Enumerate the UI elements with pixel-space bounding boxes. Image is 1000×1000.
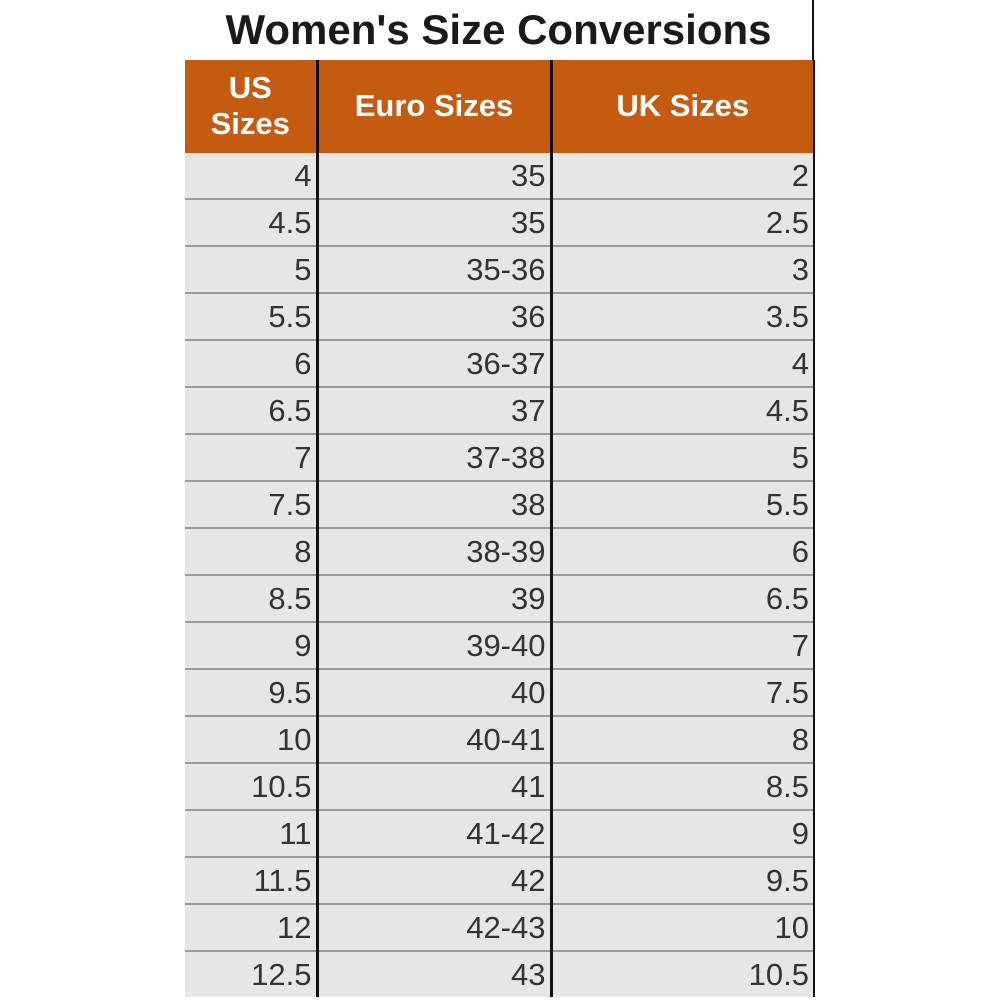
size-table: US Sizes Euro Sizes UK Sizes 4 35 2 4.5 35 2.…: [185, 60, 815, 997]
uk-size-cell: 4: [549, 339, 815, 387]
chart-title: Women's Size Conversions: [185, 0, 814, 60]
us-size-cell: 11.5: [185, 856, 317, 904]
table-row: 9.5 40 7.5: [185, 668, 815, 716]
euro-size-cell: 41: [315, 762, 551, 810]
euro-size-cell: 35: [315, 198, 551, 246]
table-row: 10.5 41 8.5: [185, 762, 815, 810]
size-chart: Women's Size Conversions US Sizes Euro S…: [185, 0, 815, 1000]
uk-size-cell: 10.5: [549, 950, 815, 997]
table-row: 4.5 35 2.5: [185, 198, 815, 246]
us-size-cell: 7: [185, 433, 317, 481]
table-row: 12 42-43 10: [185, 903, 815, 951]
us-size-cell: 12: [185, 903, 317, 951]
header-uk-sizes: UK Sizes: [549, 60, 815, 153]
uk-size-cell: 2: [549, 152, 815, 199]
euro-size-cell: 42-43: [315, 903, 551, 951]
table-row: 7.5 38 5.5: [185, 480, 815, 528]
us-size-cell: 5: [185, 245, 317, 293]
uk-size-cell: 4.5: [549, 386, 815, 434]
table-row: 4 35 2: [185, 152, 815, 199]
euro-size-cell: 42: [315, 856, 551, 904]
euro-size-cell: 36: [315, 292, 551, 340]
table-row: 5 35-36 3: [185, 245, 815, 293]
uk-size-cell: 7.5: [549, 668, 815, 716]
table-row: 10 40-41 8: [185, 715, 815, 763]
uk-size-cell: 6.5: [549, 574, 815, 622]
euro-size-cell: 37-38: [315, 433, 551, 481]
us-size-cell: 4: [185, 152, 317, 199]
uk-size-cell: 8.5: [549, 762, 815, 810]
euro-size-cell: 41-42: [315, 809, 551, 857]
table-row: 12.5 43 10.5: [185, 950, 815, 997]
uk-size-cell: 3: [549, 245, 815, 293]
uk-size-cell: 5.5: [549, 480, 815, 528]
us-size-cell: 4.5: [185, 198, 317, 246]
table-row: 8.5 39 6.5: [185, 574, 815, 622]
table-row: 9 39-40 7: [185, 621, 815, 669]
table-row: 6.5 37 4.5: [185, 386, 815, 434]
table-row: 5.5 36 3.5: [185, 292, 815, 340]
us-size-cell: 11: [185, 809, 317, 857]
us-size-cell: 10.5: [185, 762, 317, 810]
euro-size-cell: 38-39: [315, 527, 551, 575]
euro-size-cell: 43: [315, 950, 551, 997]
table-row: 11.5 42 9.5: [185, 856, 815, 904]
us-size-cell: 6.5: [185, 386, 317, 434]
size-rows: 4 35 2 4.5 35 2.5 5 35-36 3 5.5 36 3.5 6 36-37 4 6.5 37 4…: [185, 152, 815, 997]
euro-size-cell: 35: [315, 152, 551, 199]
euro-size-cell: 39: [315, 574, 551, 622]
uk-size-cell: 3.5: [549, 292, 815, 340]
us-size-cell: 10: [185, 715, 317, 763]
table-row: 7 37-38 5: [185, 433, 815, 481]
euro-size-cell: 36-37: [315, 339, 551, 387]
uk-size-cell: 10: [549, 903, 815, 951]
header-us-sizes: US Sizes: [185, 60, 317, 153]
us-size-cell: 9.5: [185, 668, 317, 716]
euro-size-cell: 39-40: [315, 621, 551, 669]
table-row: 6 36-37 4: [185, 339, 815, 387]
uk-size-cell: 9: [549, 809, 815, 857]
uk-size-cell: 6: [549, 527, 815, 575]
uk-size-cell: 7: [549, 621, 815, 669]
euro-size-cell: 37: [315, 386, 551, 434]
euro-size-cell: 38: [315, 480, 551, 528]
uk-size-cell: 5: [549, 433, 815, 481]
us-size-cell: 6: [185, 339, 317, 387]
us-size-cell: 5.5: [185, 292, 317, 340]
us-size-cell: 8.5: [185, 574, 317, 622]
uk-size-cell: 2.5: [549, 198, 815, 246]
us-size-cell: 12.5: [185, 950, 317, 997]
table-row: 11 41-42 9: [185, 809, 815, 857]
euro-size-cell: 35-36: [315, 245, 551, 293]
uk-size-cell: 9.5: [549, 856, 815, 904]
header-euro-sizes: Euro Sizes: [315, 60, 551, 153]
euro-size-cell: 40-41: [315, 715, 551, 763]
euro-size-cell: 40: [315, 668, 551, 716]
header-row: US Sizes Euro Sizes UK Sizes: [185, 60, 815, 153]
uk-size-cell: 8: [549, 715, 815, 763]
us-size-cell: 9: [185, 621, 317, 669]
us-size-cell: 7.5: [185, 480, 317, 528]
us-size-cell: 8: [185, 527, 317, 575]
table-row: 8 38-39 6: [185, 527, 815, 575]
